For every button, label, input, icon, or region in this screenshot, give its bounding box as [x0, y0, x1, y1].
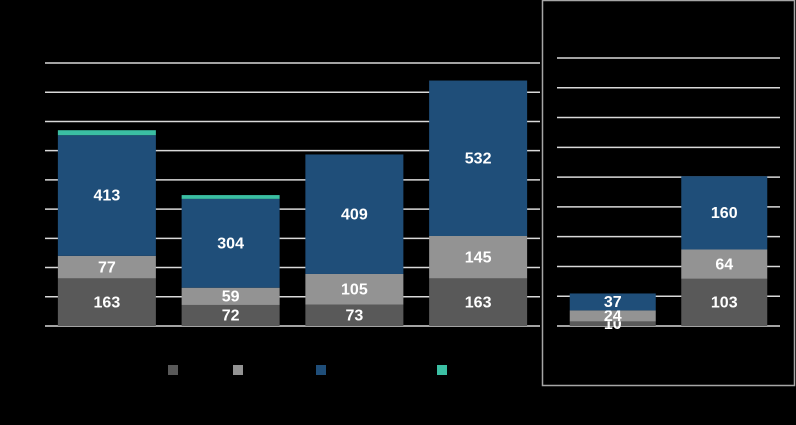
data-label: 413 — [94, 188, 121, 205]
bar-segment — [429, 235, 528, 279]
data-label: 59 — [222, 289, 240, 306]
legend-marker — [437, 365, 447, 375]
legend-marker — [316, 365, 326, 375]
data-label: 37 — [604, 294, 622, 311]
bar-segment — [305, 154, 404, 274]
bar-segment — [181, 304, 280, 326]
bar-segment — [569, 310, 656, 322]
bar-segment — [305, 273, 404, 305]
legend-marker — [168, 365, 178, 375]
bar-segment — [57, 130, 156, 136]
data-label: 409 — [341, 206, 368, 223]
data-label: 64 — [715, 256, 733, 273]
bar-segment — [181, 195, 280, 199]
data-label: 163 — [465, 294, 492, 311]
data-label: 304 — [217, 236, 244, 253]
bar-segment — [429, 80, 528, 236]
bar-segment — [569, 321, 656, 326]
data-label: 73 — [345, 308, 363, 325]
data-label: 163 — [94, 294, 121, 311]
data-label: 145 — [465, 249, 492, 266]
data-label: 24 — [604, 308, 622, 325]
data-label: 72 — [222, 308, 240, 325]
bar-segment — [181, 287, 280, 305]
panel-frame — [541, 0, 796, 387]
bar-segment — [57, 135, 156, 256]
data-label: 103 — [711, 295, 738, 312]
bar-segment — [181, 198, 280, 288]
bar-segment — [429, 278, 528, 326]
bar-segment — [681, 176, 768, 250]
bar-segment — [57, 255, 156, 279]
bar-segment — [305, 304, 404, 326]
bar-segment — [569, 293, 656, 311]
bar-segment — [681, 278, 768, 326]
data-label: 77 — [98, 259, 116, 276]
bar-segment — [57, 278, 156, 326]
data-label: 532 — [465, 150, 492, 167]
data-label: 105 — [341, 282, 368, 299]
data-label: 160 — [711, 205, 738, 222]
legend-marker — [233, 365, 243, 375]
bar-segment — [681, 249, 768, 279]
